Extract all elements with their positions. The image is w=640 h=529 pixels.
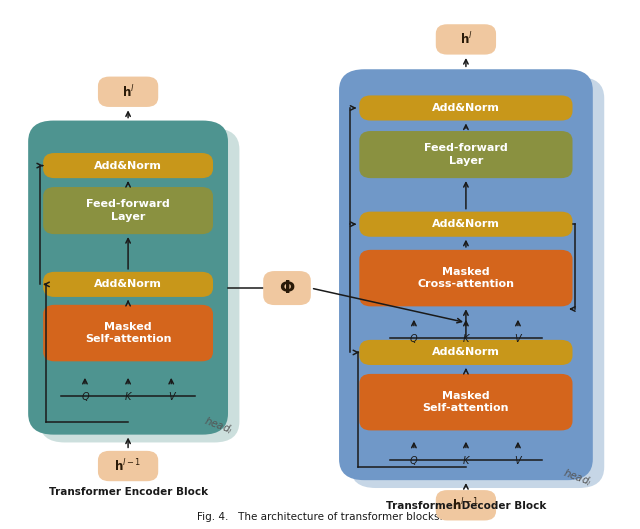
Text: K: K: [125, 391, 131, 402]
FancyBboxPatch shape: [43, 153, 213, 178]
FancyBboxPatch shape: [359, 131, 573, 178]
Text: Masked
Cross-attention: Masked Cross-attention: [417, 267, 515, 289]
Text: Masked
Self-attention: Masked Self-attention: [85, 322, 172, 344]
FancyBboxPatch shape: [98, 77, 158, 107]
Text: Fig. 4.   The architecture of transformer blocks.: Fig. 4. The architecture of transformer …: [197, 512, 443, 522]
Text: Transformer Encoder Block: Transformer Encoder Block: [49, 487, 207, 497]
Text: Q: Q: [410, 455, 418, 466]
FancyBboxPatch shape: [263, 271, 311, 305]
FancyBboxPatch shape: [351, 77, 604, 488]
FancyBboxPatch shape: [359, 212, 573, 237]
Text: Add&Norm: Add&Norm: [94, 279, 162, 289]
FancyBboxPatch shape: [43, 305, 213, 361]
FancyBboxPatch shape: [43, 272, 213, 297]
FancyBboxPatch shape: [436, 490, 496, 521]
Text: $\mathbf{h}^{l}$: $\mathbf{h}^{l}$: [460, 31, 472, 48]
FancyBboxPatch shape: [98, 451, 158, 481]
Text: K: K: [463, 334, 469, 344]
Text: $\mathbf{h}^{l-1}$: $\mathbf{h}^{l-1}$: [115, 458, 141, 474]
Text: $\mathbf{h}^{l-1}$: $\mathbf{h}^{l-1}$: [452, 497, 479, 513]
Text: $\mathbf{h}^{l}$: $\mathbf{h}^{l}$: [122, 84, 134, 99]
FancyBboxPatch shape: [339, 69, 593, 480]
Text: Q: Q: [81, 391, 89, 402]
Text: Masked
Self-attention: Masked Self-attention: [422, 391, 509, 413]
Text: Feed-forward
Layer: Feed-forward Layer: [86, 199, 170, 222]
FancyBboxPatch shape: [359, 250, 573, 306]
FancyBboxPatch shape: [359, 374, 573, 431]
Text: Add&Norm: Add&Norm: [432, 103, 500, 113]
FancyBboxPatch shape: [359, 95, 573, 121]
FancyBboxPatch shape: [40, 129, 239, 442]
Text: $head_i$: $head_i$: [202, 414, 235, 437]
FancyBboxPatch shape: [359, 340, 573, 365]
Text: Add&Norm: Add&Norm: [432, 219, 500, 229]
FancyBboxPatch shape: [43, 187, 213, 234]
Text: $head_i$: $head_i$: [561, 466, 593, 489]
FancyBboxPatch shape: [28, 121, 228, 435]
Text: V: V: [168, 391, 175, 402]
Text: Add&Norm: Add&Norm: [432, 348, 500, 358]
Text: K: K: [463, 455, 469, 466]
Text: Feed-forward
Layer: Feed-forward Layer: [424, 143, 508, 166]
Text: Q: Q: [410, 334, 418, 344]
Text: Add&Norm: Add&Norm: [94, 161, 162, 170]
Text: Transformer Decoder Block: Transformer Decoder Block: [386, 501, 546, 512]
Text: V: V: [515, 334, 521, 344]
FancyBboxPatch shape: [436, 24, 496, 54]
Text: $\mathbf{\Phi}$: $\mathbf{\Phi}$: [279, 279, 295, 297]
Text: V: V: [515, 455, 521, 466]
